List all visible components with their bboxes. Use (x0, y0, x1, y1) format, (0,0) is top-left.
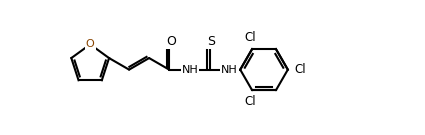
Text: Cl: Cl (245, 31, 256, 44)
Text: O: O (86, 39, 95, 49)
Text: Cl: Cl (295, 63, 306, 76)
Text: O: O (166, 35, 176, 48)
Text: S: S (207, 35, 215, 48)
Text: NH: NH (181, 65, 198, 75)
Text: Cl: Cl (245, 95, 256, 108)
Text: NH: NH (221, 65, 238, 75)
